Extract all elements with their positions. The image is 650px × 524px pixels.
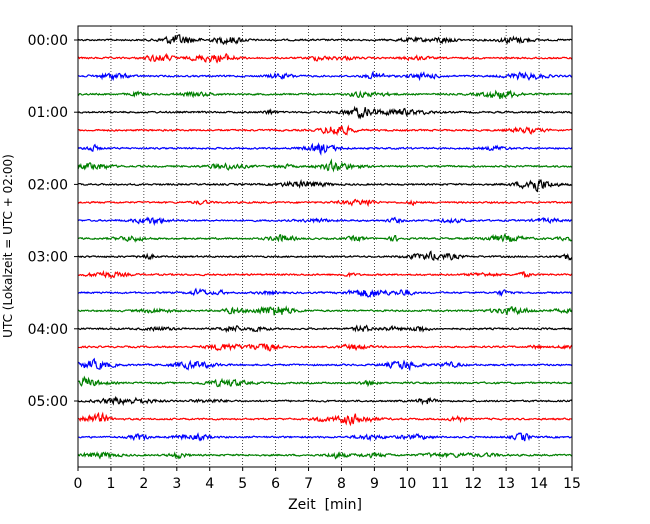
x-tick-label: 13	[497, 476, 515, 492]
x-tick-label: 3	[172, 476, 181, 492]
x-tick-label: 12	[464, 476, 482, 492]
trace-0245	[77, 232, 573, 243]
trace-0200	[77, 178, 573, 193]
x-tick-label: 11	[431, 476, 449, 492]
trace-0130	[77, 142, 573, 156]
trace-0530	[77, 432, 573, 442]
trace-0045	[77, 89, 573, 100]
trace-0000	[77, 34, 573, 46]
x-tick-label: 9	[370, 476, 379, 492]
x-tick-label: 1	[106, 476, 115, 492]
trace-0015	[77, 52, 573, 64]
trace-0145	[77, 158, 573, 173]
x-tick-label: 0	[74, 476, 83, 492]
x-tick-label: 8	[337, 476, 346, 492]
x-tick-label: 2	[139, 476, 148, 492]
trace-0215	[77, 198, 573, 208]
x-tick-label: 4	[205, 476, 214, 492]
y-tick-label: 00:00	[28, 33, 68, 49]
y-tick-label: 02:00	[28, 177, 68, 193]
y-tick-label: 04:00	[28, 322, 68, 338]
trace-group	[77, 34, 573, 460]
trace-0345	[77, 305, 573, 316]
trace-0545	[77, 451, 573, 460]
trace-0115	[77, 124, 573, 137]
trace-0300	[77, 250, 573, 261]
x-tick-label: 15	[563, 476, 581, 492]
trace-0415	[77, 342, 573, 352]
trace-0400	[77, 324, 573, 334]
x-tick-label: 5	[238, 476, 247, 492]
x-axis-ticks: 0 1 2 3 4 5 6 7 8 9 10 11 12 13 14 15	[74, 467, 581, 492]
trace-0315	[77, 269, 573, 279]
trace-0500	[77, 395, 573, 407]
x-tick-label: 14	[530, 476, 548, 492]
x-axis-label: Zeit [min]	[288, 497, 362, 513]
trace-0430	[77, 357, 573, 372]
x-tick-label: 6	[271, 476, 280, 492]
trace-0100	[77, 105, 573, 120]
y-tick-label: 03:00	[28, 250, 68, 266]
y-axis-label: UTC (Lokalzeit = UTC + 02:00)	[1, 154, 15, 338]
x-tick-label: 7	[304, 476, 313, 492]
y-tick-label: 05:00	[28, 394, 68, 410]
trace-0230	[77, 216, 573, 227]
trace-0445	[77, 375, 573, 388]
y-tick-label: 01:00	[28, 105, 68, 121]
x-tick-label: 10	[398, 476, 416, 492]
y-axis-ticks: 00:00 01:00 02:00 03:00 04:00 05:00	[28, 33, 78, 410]
trace-0030	[77, 70, 573, 82]
plot-frame	[77, 25, 573, 468]
trace-0515	[77, 411, 573, 427]
trace-0330	[77, 287, 573, 298]
